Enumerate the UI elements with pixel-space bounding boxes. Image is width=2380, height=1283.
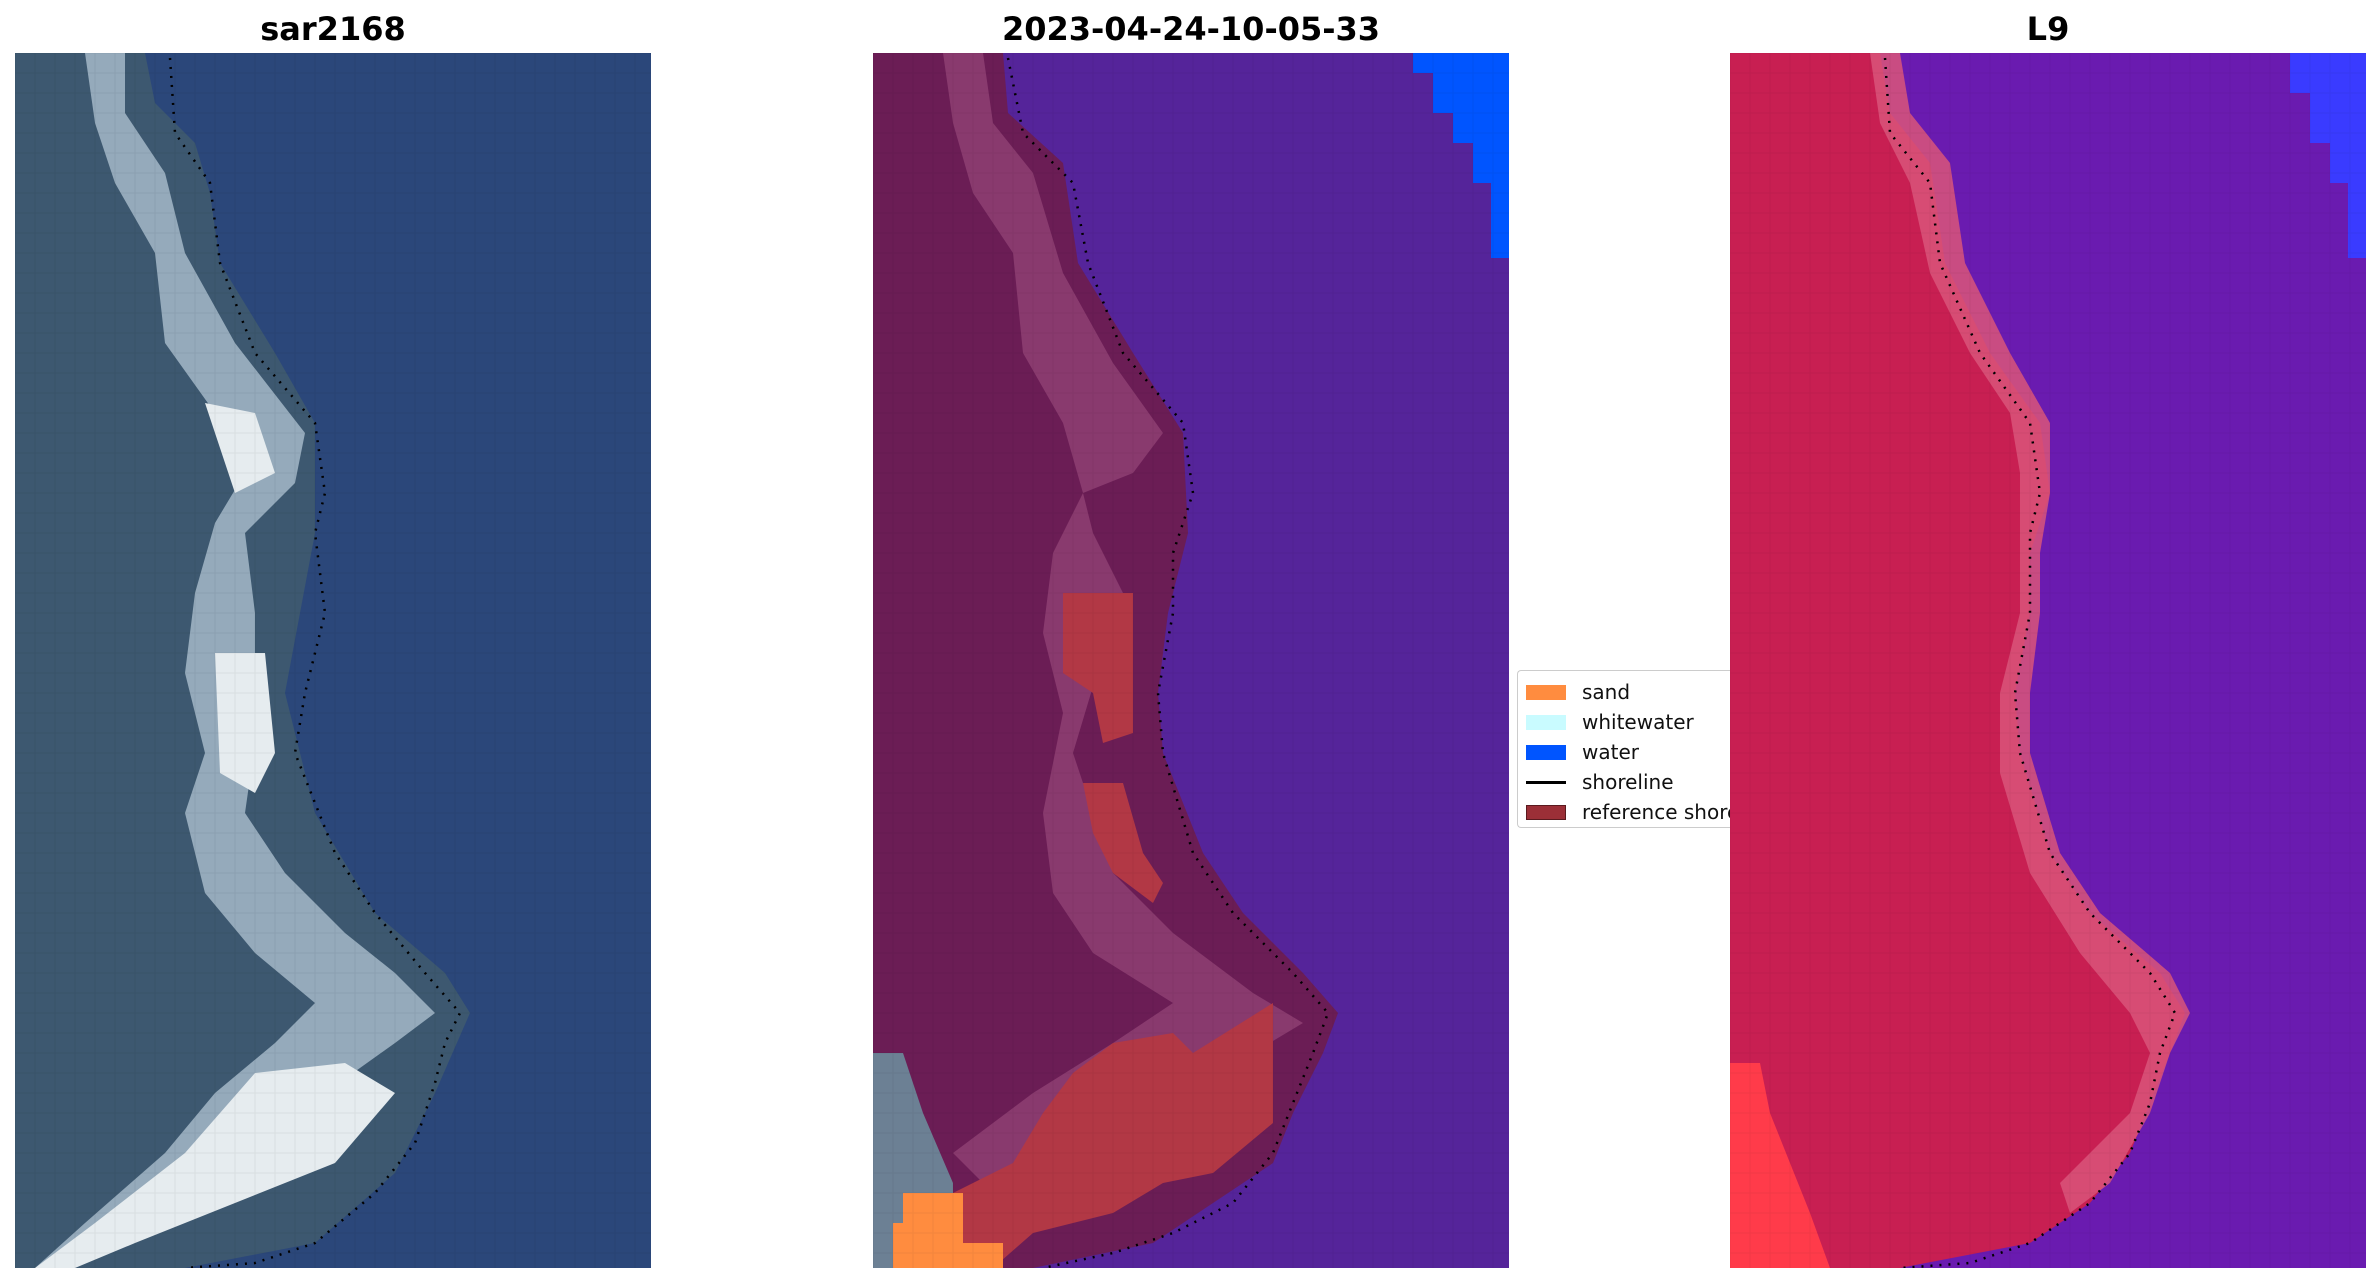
false-color-image: [1730, 53, 2366, 1268]
legend-label-sand: sand: [1582, 680, 1631, 704]
classification-canvas: [873, 53, 1509, 1268]
rgb-satellite-image: [15, 53, 651, 1268]
shoreline-dots-right: [1883, 57, 2177, 1268]
rgb-image-canvas: [15, 53, 651, 1268]
legend-label-whitewater: whitewater: [1582, 710, 1694, 734]
legend-swatch-reference-shoreline: [1526, 804, 1566, 820]
legend-item-water: water: [1526, 737, 1730, 767]
legend-line-shoreline: [1526, 780, 1566, 784]
legend-item-whitewater: whitewater: [1526, 707, 1730, 737]
legend-item-sand: sand: [1526, 677, 1730, 707]
legend: sand whitewater water shoreline referenc…: [1517, 670, 1730, 828]
panel-title-false-color: L9: [2026, 10, 2070, 48]
panel-title-rgb: sar2168: [260, 10, 406, 48]
legend-item-reference-shoreline: reference shoreline: [1526, 797, 1730, 827]
false-color-canvas: [1730, 53, 2366, 1268]
legend-label-shoreline: shoreline: [1582, 770, 1674, 794]
legend-item-shoreline: shoreline: [1526, 767, 1730, 797]
legend-swatch-water: [1526, 744, 1566, 760]
panel-title-classification: 2023-04-24-10-05-33: [1001, 10, 1381, 48]
legend-label-reference-shoreline: reference shoreline: [1582, 800, 1730, 824]
classification-image: [873, 53, 1509, 1268]
legend-label-water: water: [1582, 740, 1639, 764]
legend-swatch-sand: [1526, 684, 1566, 700]
legend-swatch-whitewater: [1526, 714, 1566, 730]
